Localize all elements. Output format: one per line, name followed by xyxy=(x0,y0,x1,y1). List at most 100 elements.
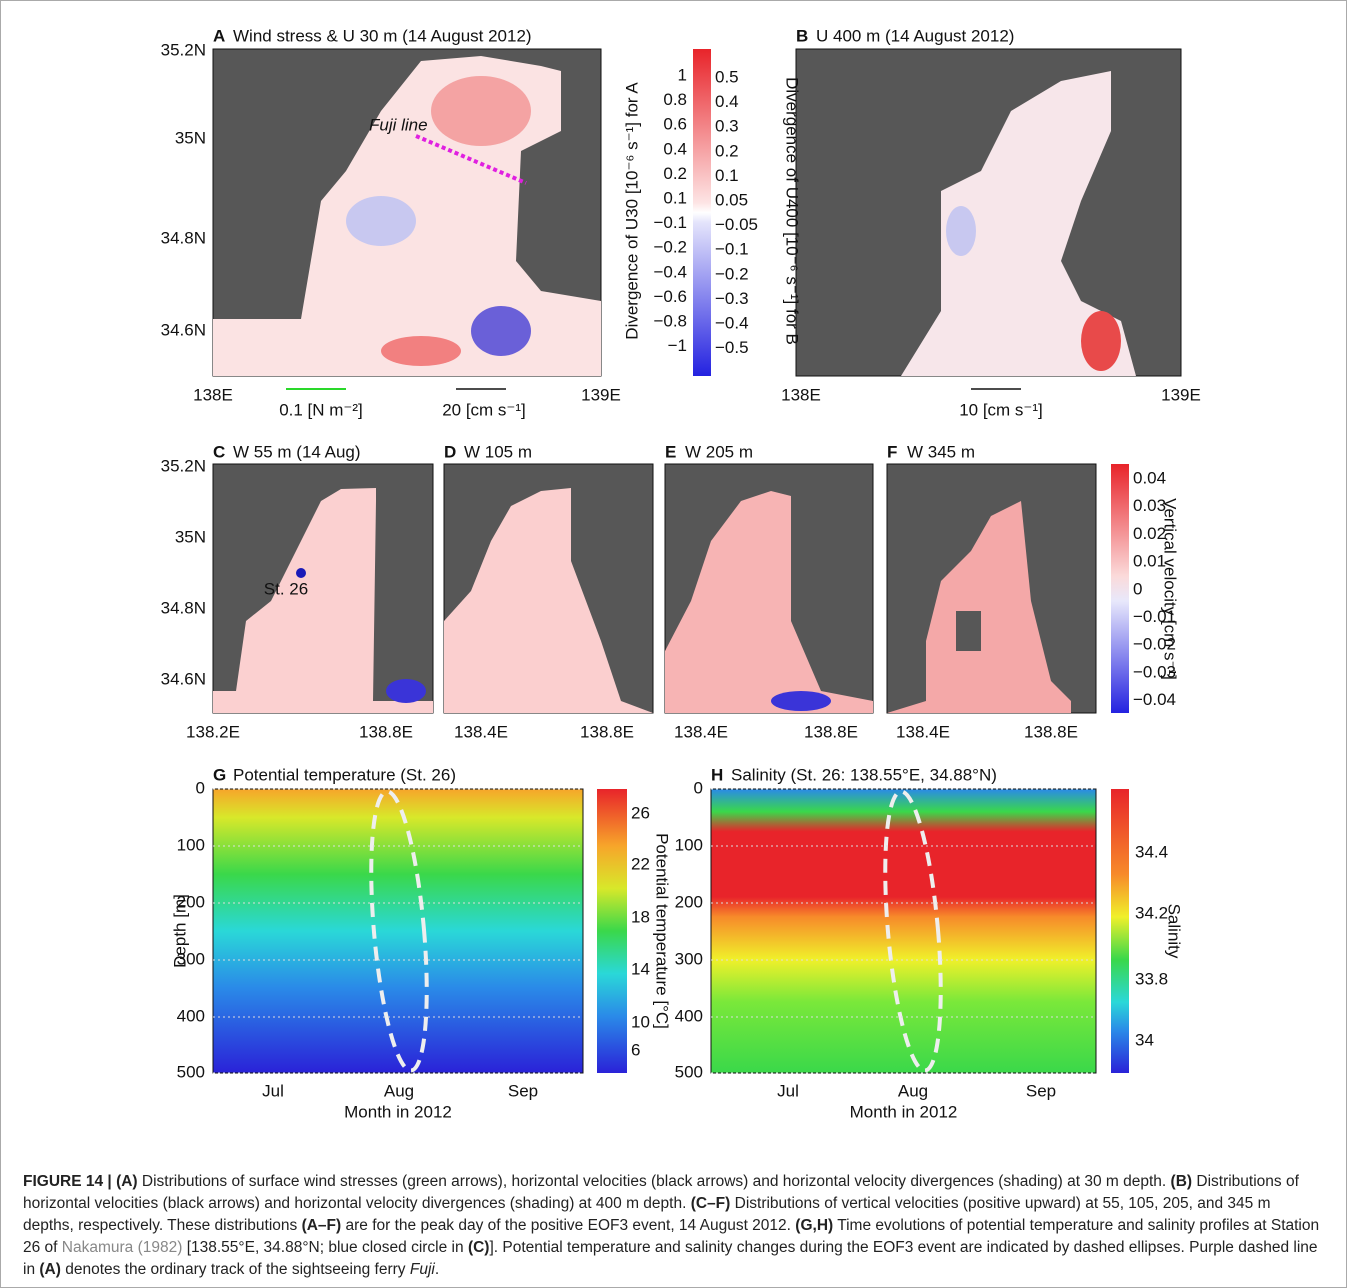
caption-segment: FIGURE 14 | xyxy=(23,1173,117,1190)
y-tick-label: 34.8N xyxy=(161,598,206,617)
colorbar-label: 18 xyxy=(631,907,650,926)
x-axis-label: Month in 2012 xyxy=(850,1102,958,1121)
panel-letter: D xyxy=(444,442,456,461)
colorbar-label: −0.4 xyxy=(653,262,687,281)
x-tick-label: Aug xyxy=(384,1081,414,1100)
x-tick-label: 138.4E xyxy=(454,722,508,741)
panel-letter: H xyxy=(711,765,723,784)
colorbar-label: −0.01 xyxy=(1133,607,1176,626)
y-tick-label: 0 xyxy=(694,778,703,797)
shading xyxy=(431,76,531,146)
colorbar-title: Salinity xyxy=(1165,904,1184,959)
colorbar-label: 0.02 xyxy=(1133,524,1166,543)
caption-segment: Distributions of horizontal velocities (… xyxy=(23,1173,1299,1212)
shading xyxy=(471,306,531,356)
panel-letter: A xyxy=(213,26,225,45)
fuji-line xyxy=(415,134,527,185)
colorbar-label: −0.1 xyxy=(715,240,749,259)
caption-segment: . xyxy=(434,1261,440,1278)
colorbar-label: −0.04 xyxy=(1133,690,1176,709)
caption-segment: ]. Potential temperature and salinity ch… xyxy=(23,1239,1318,1278)
y-tick-label: 400 xyxy=(177,1006,205,1025)
caption-segment: Fuji xyxy=(409,1261,435,1278)
figure: A Wind stress & U 30 m (14 August 2012) 35… xyxy=(161,26,1201,1121)
panel-title: W 55 m (14 Aug) xyxy=(233,442,361,461)
x-axis-label: Month in 2012 xyxy=(344,1102,452,1121)
colorbar-label: 0.3 xyxy=(715,117,739,136)
colorbar-label: 0.4 xyxy=(715,92,739,111)
colorbar-label: 0.04 xyxy=(1133,468,1166,487)
x-tick-label: 139E xyxy=(1161,385,1201,404)
colorbar xyxy=(597,789,627,1073)
y-tick-label: 500 xyxy=(675,1062,703,1081)
caption-segment: (A–F) xyxy=(301,1217,342,1234)
x-tick-label: Sep xyxy=(508,1081,538,1100)
y-tick-label: 100 xyxy=(675,835,703,854)
colorbar-label: 0.05 xyxy=(715,190,748,209)
shading xyxy=(381,336,461,366)
y-tick-label: 34.8N xyxy=(161,228,206,247)
scale-label: 20 [cm s⁻¹] xyxy=(442,400,526,419)
x-tick-label: Aug xyxy=(898,1081,928,1100)
colorbar-label: −0.8 xyxy=(653,311,687,330)
panel-letter: C xyxy=(213,442,225,461)
contour-plot xyxy=(710,788,1097,1074)
colorbar-label: 0.1 xyxy=(663,188,687,207)
x-tick-label: 138E xyxy=(193,385,233,404)
colorbar-label: 34.4 xyxy=(1135,842,1168,861)
panel-letter: E xyxy=(665,442,676,461)
colorbar-label: 34 xyxy=(1135,1030,1154,1049)
x-tick-label: 138.8E xyxy=(580,722,634,741)
sea-region xyxy=(887,501,1071,713)
panel-title: U 400 m (14 August 2012) xyxy=(816,26,1014,45)
colorbar xyxy=(693,49,711,376)
shading xyxy=(346,196,416,246)
colorbar-label: −0.2 xyxy=(715,264,749,283)
y-tick-label: 500 xyxy=(177,1062,205,1081)
land xyxy=(956,611,981,651)
x-tick-label: 138.4E xyxy=(674,722,728,741)
colorbar-label: 0.03 xyxy=(1133,496,1166,515)
colorbar-label: −0.6 xyxy=(653,287,687,306)
colorbar-title: Divergence of U30 [10⁻⁶ s⁻¹] for A xyxy=(622,82,641,340)
colorbar-label: 10 xyxy=(631,1012,650,1031)
contour-plot xyxy=(212,788,584,1074)
colorbar-label: −0.4 xyxy=(715,313,749,332)
colorbar-label: 0.5 xyxy=(715,67,739,86)
colorbar-label: −0.3 xyxy=(715,289,749,308)
colorbar-label: 0.2 xyxy=(715,141,739,160)
caption-segment: (A) xyxy=(116,1173,138,1190)
colorbar-label: 26 xyxy=(631,803,650,822)
dashed-ellipse xyxy=(883,789,943,1073)
caption-segment: denotes the ordinary track of the sights… xyxy=(60,1261,410,1278)
caption-segment: (C) xyxy=(467,1239,490,1256)
sea-region xyxy=(213,488,433,713)
caption-segment: Distributions of surface wind stresses (… xyxy=(137,1173,1171,1190)
colorbar-label: −1 xyxy=(668,336,687,355)
colorbar-label: 0 xyxy=(1133,579,1142,598)
colorbar-label: 34.2 xyxy=(1135,903,1168,922)
x-tick-label: 138.8E xyxy=(359,722,413,741)
colorbar-label: 0.1 xyxy=(715,166,739,185)
caption-segment[interactable]: Nakamura (1982) xyxy=(61,1239,183,1256)
colorbar xyxy=(1111,789,1129,1073)
y-tick-label: 35N xyxy=(175,128,206,147)
colorbar-label: −0.02 xyxy=(1133,635,1176,654)
x-tick-label: 138.4E xyxy=(896,722,950,741)
panel-title: W 205 m xyxy=(685,442,753,461)
caption-segment: Time evolutions of potential temperature… xyxy=(23,1217,1320,1256)
y-tick-label: 34.6N xyxy=(161,320,206,339)
caption-segment: (A) xyxy=(39,1261,61,1278)
colorbar-label: 14 xyxy=(631,959,650,978)
x-tick-label: 139E xyxy=(581,385,621,404)
y-tick-label: 200 xyxy=(177,892,205,911)
colorbar xyxy=(1111,464,1129,713)
caption-segment: Distributions of vertical velocities (po… xyxy=(23,1195,1271,1234)
panel-letter: B xyxy=(796,26,808,45)
y-tick-label: 200 xyxy=(675,892,703,911)
panel-title: Potential temperature (St. 26) xyxy=(233,765,456,784)
x-tick-label: 138.8E xyxy=(804,722,858,741)
y-tick-label: 300 xyxy=(675,949,703,968)
colorbar-label: 0.2 xyxy=(663,164,687,183)
